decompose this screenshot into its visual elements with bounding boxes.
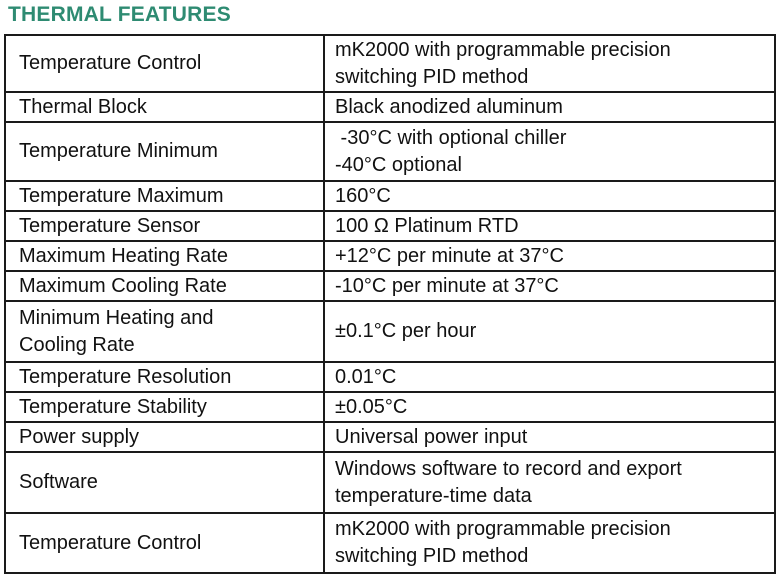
value-line: ±0.1°C per hour	[335, 320, 477, 342]
row-value: mK2000 with programmable precision switc…	[323, 34, 776, 93]
value-line: mK2000 with programmable precision	[335, 518, 671, 540]
table-row: Temperature Control mK2000 with programm…	[4, 34, 776, 93]
row-value: 160°C	[323, 180, 776, 212]
row-value: 0.01°C	[323, 361, 776, 393]
row-label: Temperature Stability	[4, 391, 325, 423]
row-value: mK2000 with programmable precision switc…	[323, 512, 776, 574]
thermal-features-table: Temperature Control mK2000 with programm…	[4, 34, 776, 574]
row-label: Software	[4, 451, 325, 514]
row-label: Temperature Control	[4, 34, 325, 93]
value-line: switching PID method	[335, 545, 529, 567]
table-row: Minimum Heating and Cooling Rate ±0.1°C …	[4, 300, 776, 363]
value-line: Black anodized aluminum	[335, 95, 563, 118]
row-value: -30°C with optional chiller -40°C option…	[323, 121, 776, 182]
row-value: Universal power input	[323, 421, 776, 453]
value-line: -40°C optional	[335, 153, 462, 176]
table-row: Temperature Maximum 160°C	[4, 180, 776, 212]
value-line: +12°C per minute at 37°C	[335, 244, 564, 267]
row-label: Maximum Cooling Rate	[4, 270, 325, 302]
row-value: Windows software to record and export te…	[323, 451, 776, 514]
table-row: Temperature Control mK2000 with programm…	[4, 512, 776, 574]
table-row: Power supply Universal power input	[4, 421, 776, 453]
row-value: ±0.1°C per hour	[323, 300, 776, 363]
value-line: mK2000 with programmable precision	[335, 38, 671, 61]
value-line: temperature-time data	[335, 484, 532, 507]
row-value: Black anodized aluminum	[323, 91, 776, 123]
row-label: Maximum Heating Rate	[4, 240, 325, 272]
row-value: +12°C per minute at 37°C	[323, 240, 776, 272]
row-label: Power supply	[4, 421, 325, 453]
table-row: Thermal Block Black anodized aluminum	[4, 91, 776, 123]
table-row: Maximum Heating Rate +12°C per minute at…	[4, 240, 776, 272]
row-label: Temperature Maximum	[4, 180, 325, 212]
table-row: Temperature Minimum -30°C with optional …	[4, 121, 776, 182]
row-label: Thermal Block	[4, 91, 325, 123]
table-row: Software Windows software to record and …	[4, 451, 776, 514]
table-row: Temperature Stability ±0.05°C	[4, 391, 776, 423]
row-value: -10°C per minute at 37°C	[323, 270, 776, 302]
row-label: Temperature Minimum	[4, 121, 325, 182]
value-line: ±0.05°C	[335, 395, 408, 418]
section-heading: THERMAL FEATURES	[8, 3, 231, 26]
value-line: Universal power input	[335, 425, 528, 448]
row-value: ±0.05°C	[323, 391, 776, 423]
value-line: Windows software to record and export	[335, 457, 682, 480]
row-label: Minimum Heating and Cooling Rate	[4, 300, 325, 363]
value-line: -30°C with optional chiller	[335, 126, 567, 149]
row-value: 100 Ω Platinum RTD	[323, 210, 776, 242]
value-line: 160°C	[335, 184, 391, 207]
value-line: switching PID method	[335, 65, 529, 88]
value-line: -10°C per minute at 37°C	[335, 274, 559, 297]
row-label: Temperature Resolution	[4, 361, 325, 393]
value-line: 100 Ω Platinum RTD	[335, 214, 519, 237]
row-label: Temperature Sensor	[4, 210, 325, 242]
table-row: Maximum Cooling Rate -10°C per minute at…	[4, 270, 776, 302]
value-line: 0.01°C	[335, 365, 397, 388]
table-row: Temperature Resolution 0.01°C	[4, 361, 776, 393]
table-row: Temperature Sensor 100 Ω Platinum RTD	[4, 210, 776, 242]
row-label: Temperature Control	[4, 512, 325, 574]
